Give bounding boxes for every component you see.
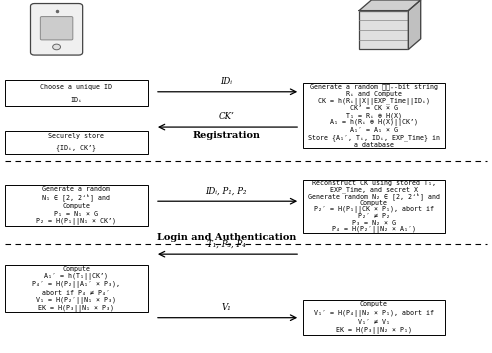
Text: EK = H(P₃||N₁ × P₃): EK = H(P₃||N₁ × P₃) [38,305,114,312]
Text: P₄ = H(P₂′||N₂ × A₁′): P₄ = H(P₂′||N₂ × A₁′) [332,226,416,233]
FancyBboxPatch shape [359,11,408,49]
Text: V₁: V₁ [221,303,231,312]
Text: Store {A₁′, Tᵢ, IDᵢ, EXP_Time} in: Store {A₁′, Tᵢ, IDᵢ, EXP_Time} in [308,134,440,141]
Bar [303,300,445,335]
Text: IDᵢ: IDᵢ [70,97,82,102]
Text: CK’ = CK × G: CK’ = CK × G [350,105,398,111]
Text: Securely store: Securely store [48,133,104,139]
Text: A₁′ = A₁ × G: A₁′ = A₁ × G [350,127,398,133]
Text: IDᵢ: IDᵢ [220,77,232,86]
Text: CK = h(Rᵢ||X||EXP_Time||IDᵢ): CK = h(Rᵢ||X||EXP_Time||IDᵢ) [318,97,430,104]
FancyBboxPatch shape [40,17,73,40]
Text: EK = H(P₃||N₂ × P₁): EK = H(P₃||N₂ × P₁) [336,328,412,334]
Bar [303,180,445,233]
Bar [5,265,148,312]
Text: EXP_Time, and secret X: EXP_Time, and secret X [330,187,418,193]
Text: IDᵢ, P₁, P₂: IDᵢ, P₁, P₂ [206,187,247,196]
Text: N₁ ∈ [2, 2ʴᵏ] and: N₁ ∈ [2, 2ʴᵏ] and [42,194,110,201]
Text: P₂′ ≠ P₂: P₂′ ≠ P₂ [358,214,390,220]
Text: V₁ = H(P₂′||N₁ × P₃): V₁ = H(P₂′||N₁ × P₃) [36,297,116,304]
Text: Generate random N₂ ∈ [2, 2ʴᵏ] and: Generate random N₂ ∈ [2, 2ʴᵏ] and [308,193,440,201]
Text: Compute: Compute [62,266,90,272]
Text: Login and Authentication: Login and Authentication [156,233,296,242]
Bar [5,80,148,106]
Text: V₁′ = H(P₄||N₂ × P₁), abort if: V₁′ = H(P₄||N₂ × P₁), abort if [314,310,434,317]
Text: P₂′ = H(P₁||CK × P₁), abort if: P₂′ = H(P₁||CK × P₁), abort if [314,206,434,213]
Text: T₁ = Rᵢ ⊕ H(X): T₁ = Rᵢ ⊕ H(X) [346,112,402,119]
Text: Rᵢ and Compute: Rᵢ and Compute [346,91,402,97]
Text: P₃ = N₂ × G: P₃ = N₂ × G [352,220,396,226]
Text: V₁′ ≠ V₁: V₁′ ≠ V₁ [358,319,390,325]
Text: Registration: Registration [192,131,260,140]
Text: A₁′ = h(T₁||CK’): A₁′ = h(T₁||CK’) [44,273,108,280]
Polygon shape [359,0,421,11]
Text: Compute: Compute [360,200,388,206]
FancyBboxPatch shape [31,4,83,55]
Text: CK’: CK’ [218,113,234,121]
Circle shape [53,44,61,50]
Text: Generate a random: Generate a random [42,186,110,192]
Text: a database: a database [354,142,394,148]
Text: P₂ = H(P₁||N₁ × CK’): P₂ = H(P₁||N₁ × CK’) [36,219,116,225]
Text: Reconstruct CK using stored T₁,: Reconstruct CK using stored T₁, [312,180,436,186]
Text: Compute: Compute [360,301,388,307]
Text: abort if P₄ ≠ P₄′: abort if P₄ ≠ P₄′ [42,289,110,295]
Text: P₄′ = H(P₂||A₁′ × P₃),: P₄′ = H(P₂||A₁′ × P₃), [32,281,120,288]
Text: A₁ = h(Rᵢ ⊕ H(X)||CK’): A₁ = h(Rᵢ ⊕ H(X)||CK’) [330,119,418,126]
Text: P₁ = N₁ × G: P₁ = N₁ × G [54,211,98,217]
Bar [303,83,445,148]
Text: Choose a unique ID: Choose a unique ID [40,84,112,90]
Polygon shape [408,0,421,49]
Bar [5,131,148,154]
Bar [5,185,148,226]
Text: T₁, P₃, P₄: T₁, P₃, P₄ [207,240,246,249]
Text: Compute: Compute [62,203,90,209]
Text: {IDᵢ, CK’}: {IDᵢ, CK’} [56,144,96,151]
Text: Generate a random ℓᵧ₊-bit string: Generate a random ℓᵧ₊-bit string [310,83,438,90]
